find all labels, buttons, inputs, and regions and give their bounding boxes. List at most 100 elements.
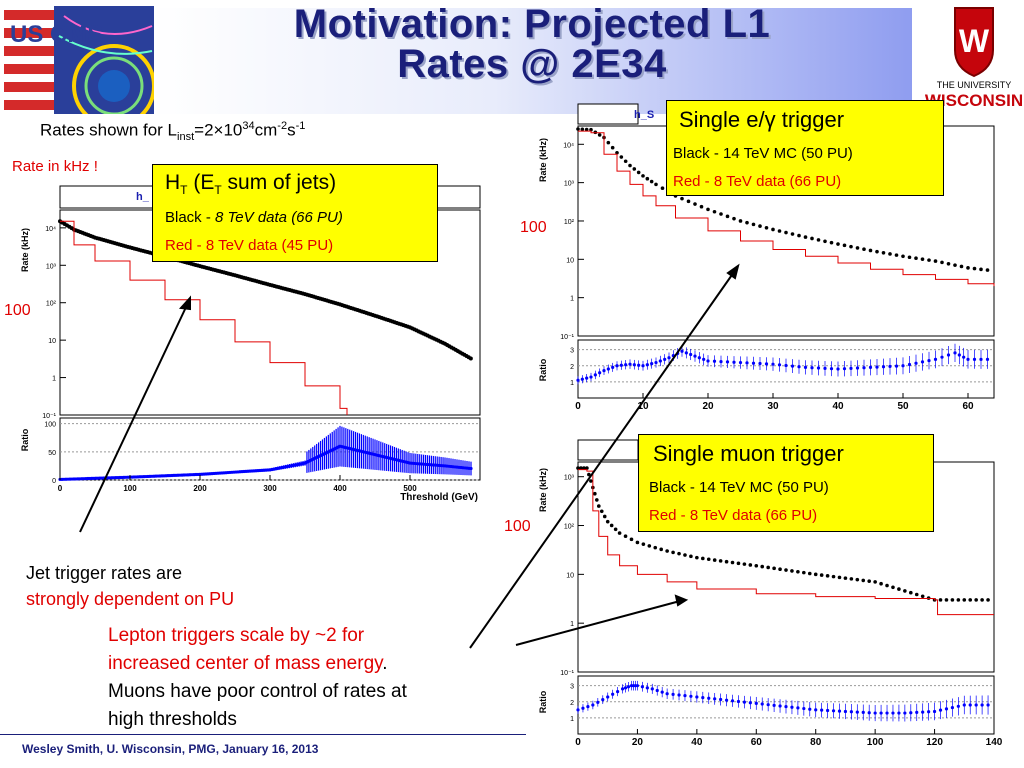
series-black-point xyxy=(920,594,925,599)
ratio-point xyxy=(790,364,795,368)
rates-note: Rates shown for Linst=2×1034cm-2s-1 xyxy=(40,120,306,144)
ratio-point xyxy=(611,365,615,369)
muon-ylabel: Rate (kHz) xyxy=(538,468,548,512)
ratio-point xyxy=(606,367,610,371)
ratio-point xyxy=(777,363,782,367)
ratio-point xyxy=(903,711,907,715)
ratio-point xyxy=(972,357,977,361)
series-black-point xyxy=(875,249,879,254)
series-black-point xyxy=(966,266,970,270)
series-black-point xyxy=(468,356,473,361)
ratio-point xyxy=(732,360,736,364)
series-black-point xyxy=(597,133,602,137)
ratio-point xyxy=(797,365,801,369)
series-black-point xyxy=(654,182,658,187)
series-black-point xyxy=(829,240,834,245)
series-black-point xyxy=(862,247,866,251)
ratio-point xyxy=(624,363,628,367)
ratio-point xyxy=(671,692,675,696)
series-black-point xyxy=(855,246,860,250)
series-black-point xyxy=(712,209,717,214)
egamma-legend-black: Black - 14 TeV MC (50 PU) xyxy=(673,145,853,162)
series-black-point xyxy=(636,170,641,175)
series-black-point xyxy=(831,574,836,579)
series-black-point xyxy=(584,127,589,132)
series-black-point xyxy=(623,534,628,539)
uw-logo: W THE UNIVERSITY WISCONSIN xyxy=(925,2,1023,110)
ratio-tick-label: 2 xyxy=(570,700,574,707)
title-band xyxy=(152,8,912,114)
ratio-point xyxy=(862,366,866,370)
ratio-point xyxy=(766,703,770,707)
ratio-point xyxy=(879,711,883,715)
ratio-point xyxy=(932,709,937,714)
series-black-point xyxy=(736,561,741,566)
series-black-point xyxy=(745,220,749,225)
series-black-point xyxy=(605,519,610,524)
ratio-point xyxy=(868,365,873,369)
ratio-point xyxy=(725,360,730,364)
ratio-point xyxy=(820,708,824,712)
ratio-tick-label: 0 xyxy=(52,478,56,485)
series-black-point xyxy=(901,254,905,259)
title-line-1: Motivation: Projected L1 xyxy=(293,2,771,46)
ratio-point xyxy=(706,359,710,363)
y-tick-label: 10⁻¹ xyxy=(42,413,56,420)
ratio-point xyxy=(764,362,769,366)
series-black-point xyxy=(579,466,583,470)
series-black-point xyxy=(576,127,580,131)
series-black-point xyxy=(772,566,776,571)
ratio-point xyxy=(829,367,834,371)
series-black-point xyxy=(609,523,614,528)
egamma-legend-title: Single e/γ trigger xyxy=(679,107,845,132)
ratio-point xyxy=(712,359,717,363)
series-black-point xyxy=(790,232,795,236)
ratio-point xyxy=(888,364,892,369)
series-black-point xyxy=(582,466,586,470)
ratio-point xyxy=(713,697,717,701)
x-tick-label: 40 xyxy=(832,401,844,412)
series-black-point xyxy=(613,527,618,532)
series-black-point xyxy=(597,504,601,508)
series-black-point xyxy=(754,563,759,568)
x-tick-label: 400 xyxy=(333,484,347,493)
ratio-point xyxy=(784,363,788,368)
series-black-point xyxy=(659,547,663,552)
series-black-point xyxy=(706,557,711,562)
ratio-point xyxy=(944,707,949,711)
series-black-point xyxy=(972,266,977,271)
series-black-point xyxy=(660,186,665,191)
ratio-point xyxy=(875,365,879,369)
series-black-point xyxy=(599,509,604,514)
series-red-line xyxy=(578,130,995,287)
series-black-point xyxy=(724,559,729,564)
ratio-point xyxy=(580,377,584,381)
series-black-point xyxy=(881,251,886,255)
y-tick-label: 10³ xyxy=(46,263,57,270)
x-tick-label: 10 xyxy=(637,401,649,412)
ratio-point xyxy=(881,365,886,369)
footer-divider xyxy=(0,734,526,735)
ratio-point xyxy=(641,364,645,368)
ratio-point xyxy=(620,687,625,691)
marker-100-muon: 100 xyxy=(504,518,531,535)
y-tick-label: 10² xyxy=(564,524,575,531)
muon-legend-red: Red - 8 TeV data (66 PU) xyxy=(649,507,818,524)
ratio-point xyxy=(826,708,830,713)
ratio-point xyxy=(946,353,951,357)
ratio-point xyxy=(790,705,794,709)
series-black-point xyxy=(680,196,684,201)
series-black-point xyxy=(927,258,931,262)
series-black-point xyxy=(894,253,899,257)
series-black-point xyxy=(849,244,853,249)
series-black-point xyxy=(933,259,938,263)
ratio-point xyxy=(784,705,788,709)
series-black-point xyxy=(683,553,687,557)
ht-legend-box: HT (ET sum of jets) Black - 8 TeV data (… xyxy=(152,164,438,262)
series-black-point xyxy=(595,498,599,502)
series-black-point xyxy=(825,574,830,578)
ratio-tick-label: 1 xyxy=(570,716,574,723)
ratio-point xyxy=(808,707,812,711)
series-black-point xyxy=(956,598,961,602)
svg-text:W: W xyxy=(959,23,990,59)
